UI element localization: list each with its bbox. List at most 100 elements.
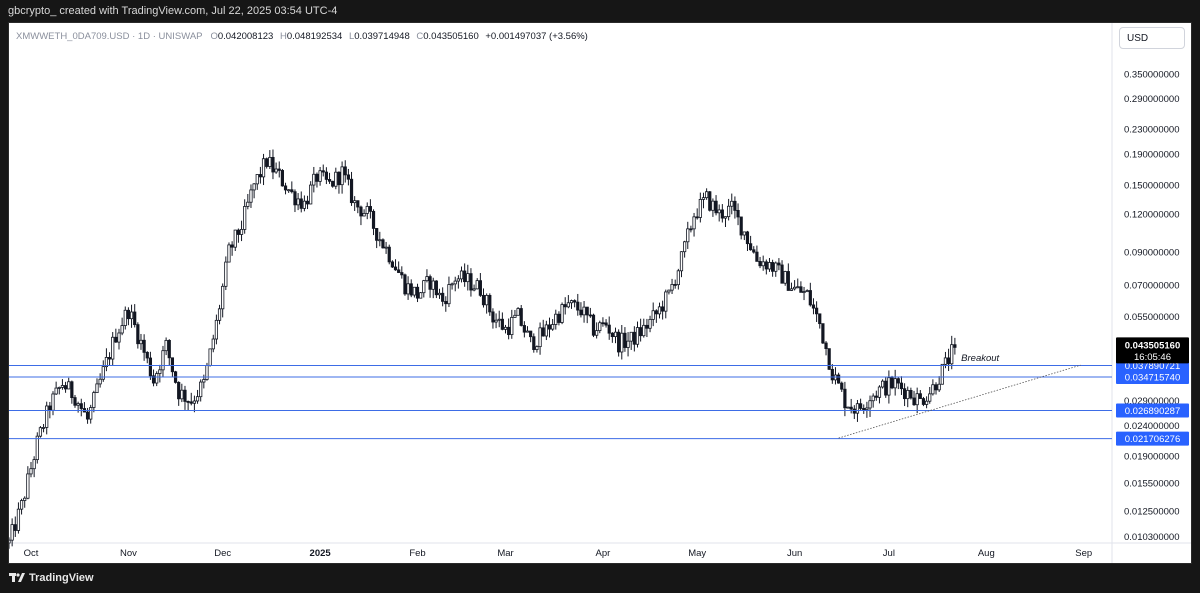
chart-frame[interactable]: 0.350000000 0.290000000 0.230000000 0.19000…	[8, 22, 1192, 564]
candle-body	[566, 302, 570, 308]
tradingview-brand[interactable]: TradingView	[29, 572, 94, 584]
candle-body	[513, 314, 517, 318]
chart-caption: gbcrypto_ created with TradingView.com, …	[8, 5, 338, 17]
candle-body	[877, 386, 882, 398]
candle-body	[211, 338, 215, 350]
candle-body	[538, 327, 542, 348]
candle-body	[51, 393, 55, 411]
candle-body	[309, 184, 313, 205]
candle-body	[10, 524, 14, 541]
candle-body	[507, 326, 511, 336]
candle-body	[117, 332, 121, 343]
candle-body	[953, 344, 957, 348]
candle-body	[290, 189, 294, 193]
symbol-label[interactable]: XMWWETH_0DA709.USD · 1D · UNISWAP	[16, 31, 203, 42]
candle-body	[340, 166, 344, 186]
candle-body	[419, 292, 423, 299]
currency-button[interactable]: USD	[1119, 27, 1185, 49]
breakout-annotation: Breakout	[961, 353, 999, 364]
candle-body	[774, 262, 778, 272]
tradingview-logo-icon[interactable]	[9, 573, 25, 585]
candle-body	[239, 229, 244, 235]
candle-body	[673, 284, 677, 286]
candle-body	[151, 375, 156, 384]
candle-body	[79, 403, 83, 409]
candle-body	[698, 199, 702, 218]
candle-body	[195, 396, 200, 402]
candle-body	[183, 389, 187, 402]
candle-body	[918, 393, 922, 399]
candle-body	[305, 200, 310, 205]
candle-body	[224, 261, 228, 287]
candle-body	[793, 286, 797, 290]
candle-body	[786, 271, 790, 291]
level-price-tag	[1116, 403, 1189, 418]
candle-body	[843, 388, 847, 409]
candle-body	[940, 363, 944, 385]
candle-body	[708, 191, 712, 211]
candle-body	[815, 307, 819, 315]
candle-body	[588, 314, 592, 317]
candle-body	[890, 377, 894, 389]
candle-body	[29, 468, 33, 475]
candle-body	[356, 200, 360, 208]
candle-body	[723, 216, 728, 219]
candle-body	[158, 369, 162, 374]
price-chart[interactable]: 0.350000000 0.290000000 0.230000000 0.19000…	[9, 23, 1192, 564]
candle-body	[409, 283, 413, 296]
candle-body	[645, 324, 649, 329]
candle-body	[95, 383, 99, 394]
high-key: H	[279, 31, 287, 42]
candle-body	[362, 212, 366, 217]
candle-body	[676, 270, 680, 286]
candle-body	[302, 200, 306, 209]
candle-body	[629, 331, 633, 342]
candles-group	[9, 149, 957, 549]
candle-body	[510, 316, 514, 336]
candle-body	[802, 291, 806, 294]
candle-body	[752, 249, 756, 253]
candle-body	[796, 286, 800, 289]
candle-body	[849, 406, 853, 410]
candle-body	[38, 427, 43, 437]
candle-body	[26, 473, 30, 499]
candle-body	[126, 309, 131, 320]
change-value: +0.001497037 (+3.56%)	[485, 31, 588, 42]
candle-body	[686, 228, 690, 243]
candle-body	[63, 385, 68, 390]
candle-body	[519, 308, 523, 326]
candle-body	[186, 401, 190, 403]
candle-body	[604, 322, 608, 326]
candle-body	[771, 262, 775, 272]
candle-body	[403, 274, 407, 295]
candle-body	[337, 171, 341, 186]
candle-body	[516, 308, 520, 316]
candle-body	[19, 500, 24, 510]
y-tick-label: 0.055000000	[1124, 312, 1179, 323]
candle-body	[283, 185, 288, 191]
candle-body	[258, 174, 262, 178]
candle-body	[453, 280, 457, 285]
candle-body	[230, 244, 234, 248]
candle-body	[148, 357, 153, 377]
candle-body	[343, 166, 347, 176]
candle-body	[444, 300, 448, 305]
candle-body	[469, 273, 473, 291]
candle-body	[544, 324, 548, 337]
y-tick-label: 0.190000000	[1124, 149, 1179, 160]
candle-body	[296, 198, 300, 206]
y-tick-label: 0.290000000	[1124, 94, 1179, 105]
candle-body	[780, 264, 784, 284]
candle-body	[114, 336, 118, 343]
candle-body	[808, 290, 812, 306]
candle-body	[89, 407, 93, 420]
candle-body	[598, 322, 602, 332]
candle-body	[664, 291, 668, 312]
candle-body	[164, 339, 168, 352]
candle-body	[924, 400, 929, 405]
bar-countdown-label: 16:05:46	[1134, 352, 1171, 363]
candle-body	[397, 269, 401, 273]
x-tick-label: May	[688, 548, 706, 559]
last-price-tag	[1116, 337, 1189, 364]
candle-body	[896, 378, 900, 384]
